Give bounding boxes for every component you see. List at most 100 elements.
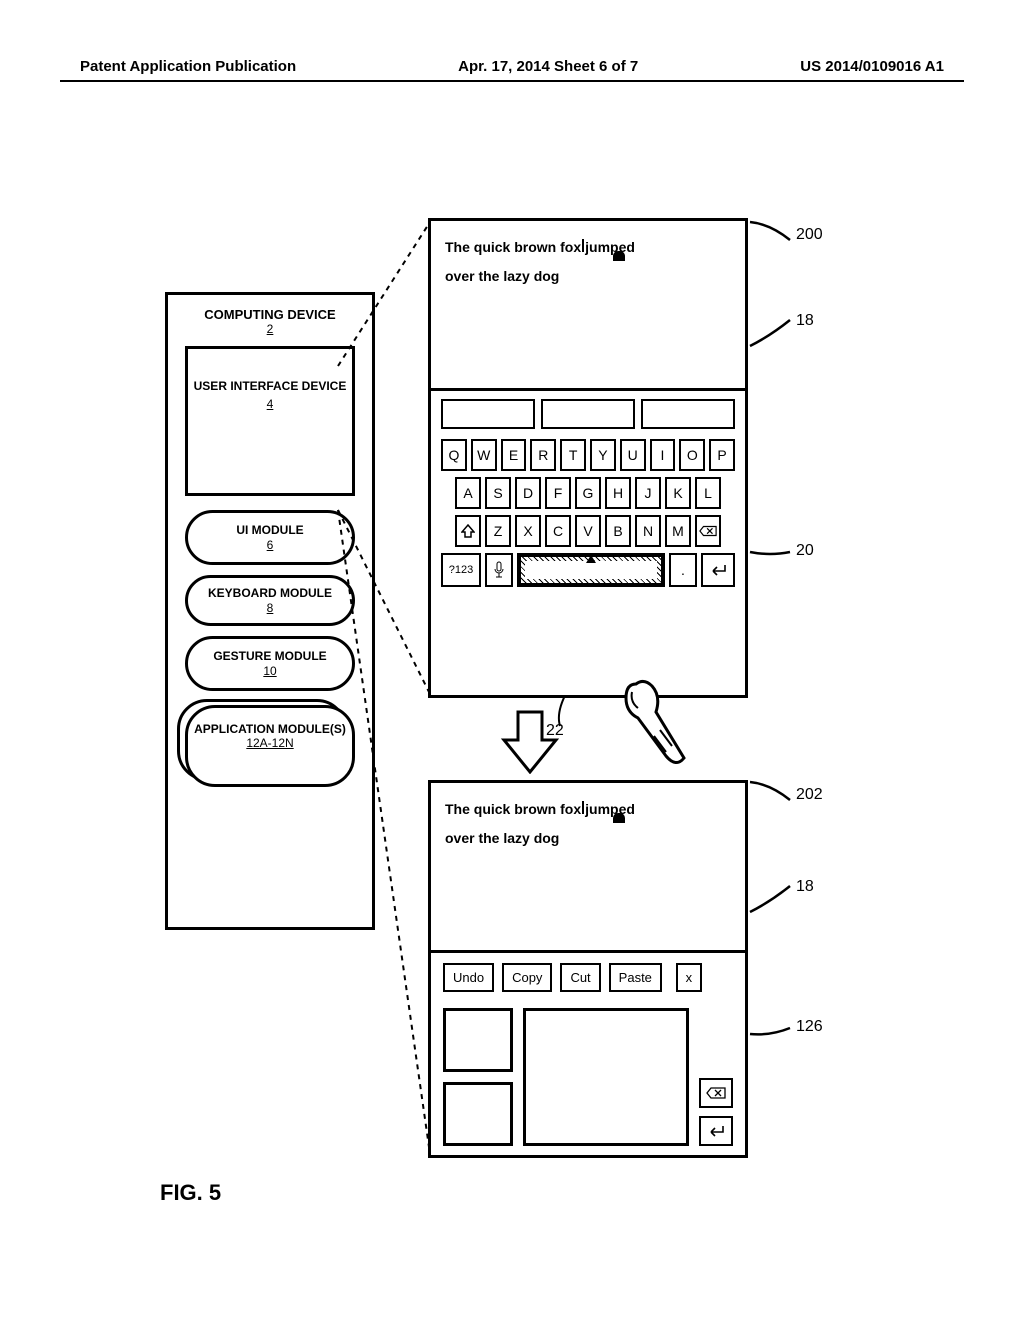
key-s[interactable]: S xyxy=(485,477,511,509)
key-l[interactable]: L xyxy=(695,477,721,509)
trackpad-enter[interactable] xyxy=(699,1116,733,1146)
key-p[interactable]: P xyxy=(709,439,735,471)
key-z[interactable]: Z xyxy=(485,515,511,547)
text-line1a-b: The quick brown fox xyxy=(445,801,581,817)
ui-module: UI MODULE 6 xyxy=(185,510,355,565)
key-d[interactable]: D xyxy=(515,477,541,509)
suggestion-1[interactable] xyxy=(441,399,535,429)
cursor-handle-icon-b[interactable] xyxy=(613,813,625,831)
shift-icon xyxy=(461,524,475,538)
gesture-arrow-icon xyxy=(585,555,597,567)
backspace-icon xyxy=(706,1087,726,1099)
finger-touch-icon xyxy=(616,678,686,768)
gesture-module: GESTURE MODULE 10 xyxy=(185,636,355,691)
virtual-keyboard: Q W E R T Y U I O P A S D F G H J K L Z xyxy=(431,391,745,597)
copy-button[interactable]: Copy xyxy=(502,963,552,992)
gesture-module-title: GESTURE MODULE xyxy=(192,649,348,664)
text-line1a: The quick brown fox xyxy=(445,239,581,255)
text-line1b: jumped xyxy=(585,239,635,255)
key-spacebar[interactable] xyxy=(517,553,665,587)
key-n[interactable]: N xyxy=(635,515,661,547)
close-editbar-button[interactable]: x xyxy=(676,963,702,992)
trackpad-backspace[interactable] xyxy=(699,1078,733,1108)
cut-button[interactable]: Cut xyxy=(560,963,600,992)
key-shift[interactable] xyxy=(455,515,481,547)
ui-module-num: 6 xyxy=(192,538,348,552)
text-cursor-icon xyxy=(582,239,584,252)
key-c[interactable]: C xyxy=(545,515,571,547)
trackpad-button-2[interactable] xyxy=(443,1082,513,1146)
cursor-handle-icon[interactable] xyxy=(613,251,625,269)
trackpad-right-keys xyxy=(699,1008,733,1146)
key-j[interactable]: J xyxy=(635,477,661,509)
key-b[interactable]: B xyxy=(605,515,631,547)
key-f[interactable]: F xyxy=(545,477,571,509)
app-module-num: 12A-12N xyxy=(188,736,352,750)
app-module-title: APPLICATION MODULE(S) xyxy=(188,722,352,736)
kbd-module-num: 8 xyxy=(192,601,348,615)
text-display-top: The quick brown foxjumped over the lazy … xyxy=(431,221,745,391)
ref-200: 200 xyxy=(796,226,823,244)
gesture-module-num: 10 xyxy=(192,664,348,678)
mic-icon xyxy=(492,561,506,579)
transition-arrow-icon xyxy=(500,710,560,774)
ref-126: 126 xyxy=(796,1018,823,1036)
key-k[interactable]: K xyxy=(665,477,691,509)
text-line2: over the lazy dog xyxy=(445,268,559,284)
figure-label: FIG. 5 xyxy=(160,1180,221,1206)
header-rule xyxy=(60,80,964,82)
key-backspace[interactable] xyxy=(695,515,721,547)
key-period[interactable]: . xyxy=(669,553,697,587)
key-x[interactable]: X xyxy=(515,515,541,547)
key-g[interactable]: G xyxy=(575,477,601,509)
keyboard-module: KEYBOARD MODULE 8 xyxy=(185,575,355,626)
computing-device-block: COMPUTING DEVICE 2 USER INTERFACE DEVICE… xyxy=(165,292,375,930)
key-i[interactable]: I xyxy=(650,439,676,471)
key-row-3: Z X C V B N M xyxy=(441,515,735,547)
suggestion-3[interactable] xyxy=(641,399,735,429)
key-y[interactable]: Y xyxy=(590,439,616,471)
kbd-module-title: KEYBOARD MODULE xyxy=(192,586,348,601)
trackpad-button-1[interactable] xyxy=(443,1008,513,1072)
key-m[interactable]: M xyxy=(665,515,691,547)
suggestion-row xyxy=(441,399,735,429)
key-v[interactable]: V xyxy=(575,515,601,547)
user-interface-device-block: USER INTERFACE DEVICE 4 xyxy=(185,346,355,496)
key-e[interactable]: E xyxy=(501,439,527,471)
enter-icon xyxy=(708,563,728,577)
key-t[interactable]: T xyxy=(560,439,586,471)
application-modules: APPLICATION MODULE(S) 12A-12N xyxy=(185,705,355,795)
text-line1b-b: jumped xyxy=(585,801,635,817)
paste-button[interactable]: Paste xyxy=(609,963,662,992)
header-center: Apr. 17, 2014 Sheet 6 of 7 xyxy=(458,58,638,75)
key-row-1: Q W E R T Y U I O P xyxy=(441,439,735,471)
key-a[interactable]: A xyxy=(455,477,481,509)
trackpad-left-buttons xyxy=(443,1008,513,1146)
ref-18-top: 18 xyxy=(796,312,814,330)
ref-18-bot: 18 xyxy=(796,878,814,896)
suggestion-2[interactable] xyxy=(541,399,635,429)
key-q[interactable]: Q xyxy=(441,439,467,471)
key-o[interactable]: O xyxy=(679,439,705,471)
ref-20: 20 xyxy=(796,542,814,560)
key-r[interactable]: R xyxy=(530,439,556,471)
trackpad-surface[interactable] xyxy=(523,1008,689,1146)
uid-num: 4 xyxy=(188,397,352,411)
key-mic[interactable] xyxy=(485,553,513,587)
key-enter[interactable] xyxy=(701,553,735,587)
page-header: Patent Application Publication Apr. 17, … xyxy=(0,58,1024,75)
key-u[interactable]: U xyxy=(620,439,646,471)
key-w[interactable]: W xyxy=(471,439,497,471)
uid-title: USER INTERFACE DEVICE xyxy=(188,379,352,395)
backspace-icon xyxy=(699,525,717,537)
key-numbers[interactable]: ?123 xyxy=(441,553,481,587)
screen-state-200: The quick brown foxjumped over the lazy … xyxy=(428,218,748,698)
key-row-4: ?123 . xyxy=(441,553,735,587)
key-row-2: A S D F G H J K L xyxy=(441,477,735,509)
header-right: US 2014/0109016 A1 xyxy=(800,58,944,75)
screen-state-202: The quick brown foxjumped over the lazy … xyxy=(428,780,748,1158)
undo-button[interactable]: Undo xyxy=(443,963,494,992)
edit-toolbar: Undo Copy Cut Paste x xyxy=(431,953,745,1002)
ref-202: 202 xyxy=(796,786,823,804)
key-h[interactable]: H xyxy=(605,477,631,509)
